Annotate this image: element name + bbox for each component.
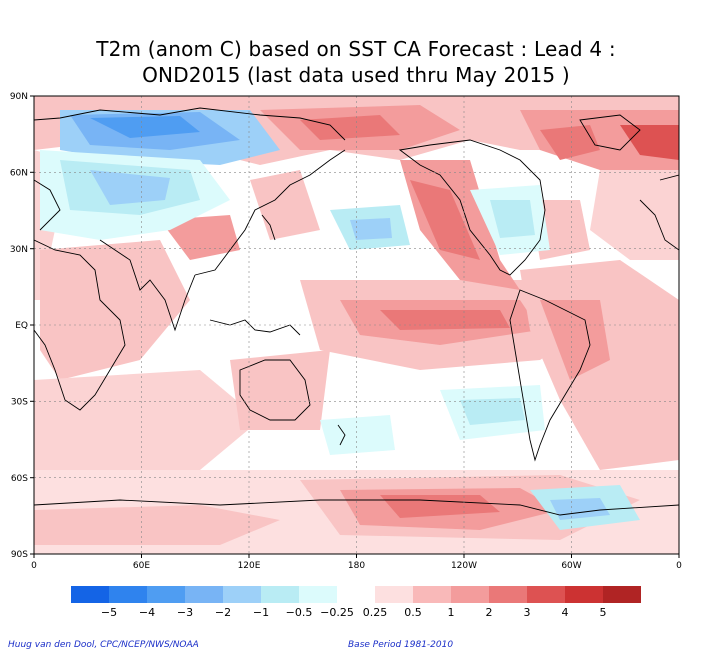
colorbar-swatch (375, 586, 413, 603)
colorbar-label: −0.25 (320, 606, 354, 619)
lat-label-90n: 90N (10, 92, 28, 102)
colorbar-label: 3 (524, 606, 531, 619)
colorbar-swatch (147, 586, 185, 603)
colorbar-swatch (261, 586, 299, 603)
lon-label-120e: 120E (238, 561, 261, 571)
colorbar-label: 0.25 (363, 606, 388, 619)
title-line-1: T2m (anom C) based on SST CA Forecast : … (96, 37, 616, 61)
colorbar-swatch (489, 586, 527, 603)
lon-label-0-west: 0 (31, 561, 37, 571)
colorbar-swatch (337, 586, 375, 603)
lon-label-180: 180 (348, 561, 365, 571)
colorbar-swatch (451, 586, 489, 603)
colorbar-swatch (603, 586, 641, 603)
lon-label-0-east: 0 (676, 561, 682, 571)
colorbar-swatch (565, 586, 603, 603)
lat-label-30s: 30S (11, 398, 28, 408)
colorbar-label: 5 (600, 606, 607, 619)
title-line-2: OND2015 (last data used thru May 2015 ) (142, 63, 570, 87)
chart-title: T2m (anom C) based on SST CA Forecast : … (0, 36, 712, 88)
lat-label-60n: 60N (10, 169, 28, 179)
graticule (34, 96, 679, 554)
colorbar-swatch (223, 586, 261, 603)
colorbar-label: −1 (253, 606, 269, 619)
lat-label-eq: EQ (15, 321, 28, 331)
colorbar-swatch (527, 586, 565, 603)
colorbar-label: −3 (177, 606, 193, 619)
credit-base-period: Base Period 1981-2010 (348, 640, 454, 650)
colorbar-label: 2 (486, 606, 493, 619)
colorbar-label: −4 (139, 606, 155, 619)
lat-label-30n: 30N (10, 245, 28, 255)
lat-label-90s: 90S (11, 550, 28, 560)
lat-label-60s: 60S (11, 474, 28, 484)
colorbar-swatch (71, 586, 109, 603)
colorbar-label: 1 (448, 606, 455, 619)
colorbar-label: 4 (562, 606, 569, 619)
colorbar-label: 0.5 (404, 606, 422, 619)
colorbar: −5 −4 −3 −2 −1 −0.5 −0.25 0.25 0.5 1 2 3 4 5 (71, 586, 641, 619)
coastlines (34, 107, 679, 516)
colorbar-label: −0.5 (286, 606, 313, 619)
lon-label-60w: 60W (561, 561, 581, 571)
colorbar-swatch (299, 586, 337, 603)
lon-label-60e: 60E (133, 561, 150, 571)
colorbar-swatch (413, 586, 451, 603)
colorbar-label: −2 (215, 606, 231, 619)
colorbar-label: −5 (101, 606, 117, 619)
credit-author: Huug van den Dool, CPC/NCEP/NWS/NOAA (8, 640, 199, 650)
colorbar-swatch (109, 586, 147, 603)
lon-label-120w: 120W (451, 561, 477, 571)
colorbar-swatch (185, 586, 223, 603)
